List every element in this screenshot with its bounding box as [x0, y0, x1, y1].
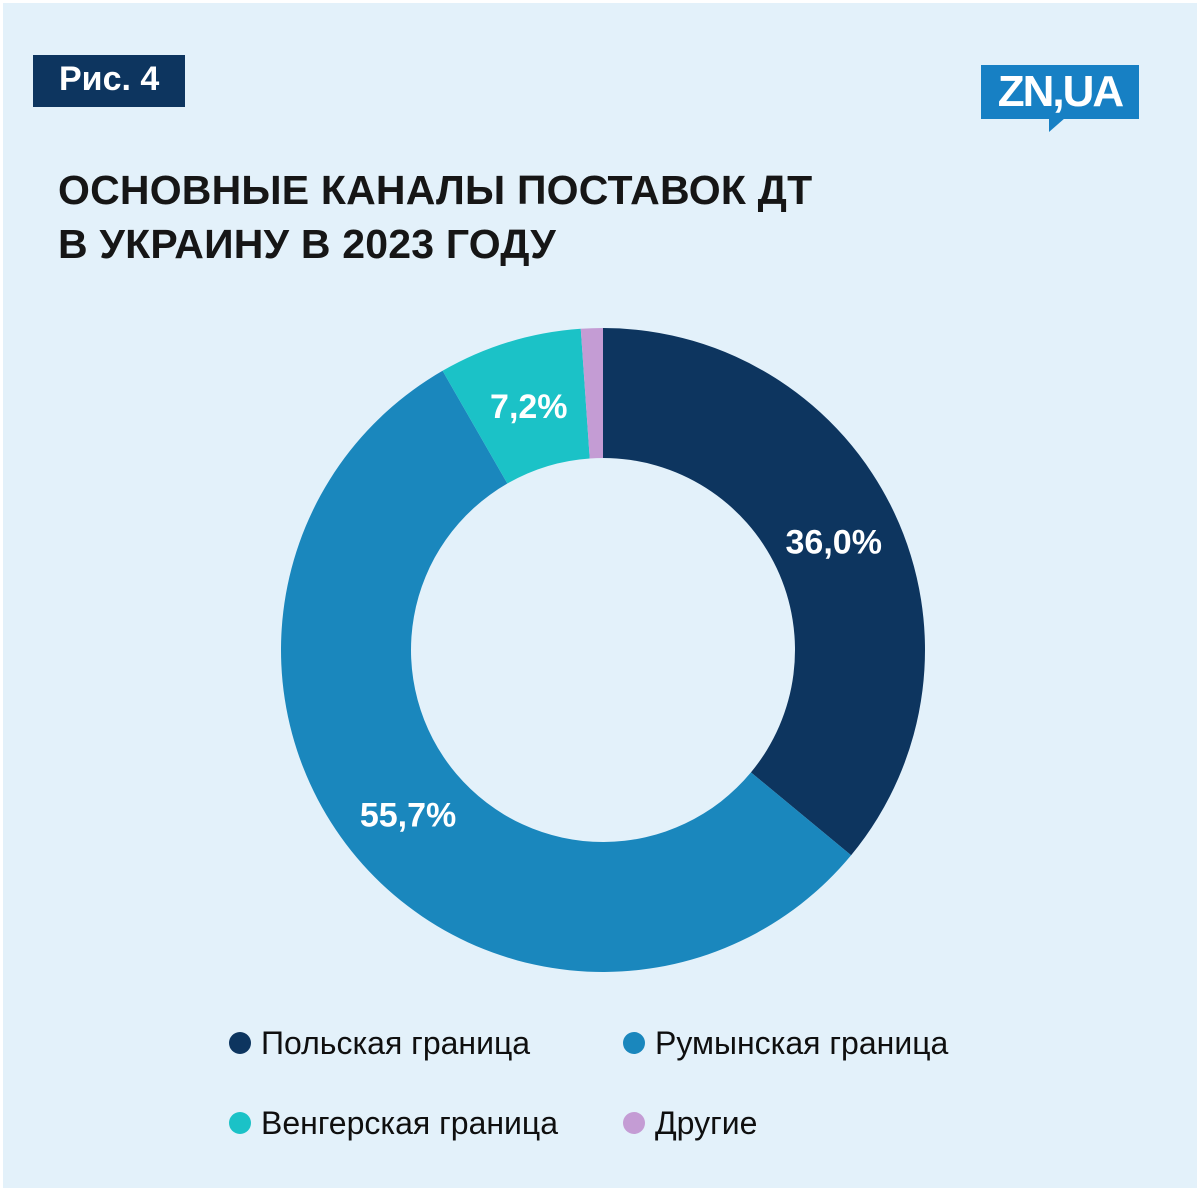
- legend-item-polish-border: Польская граница: [229, 1027, 623, 1059]
- chart-title: ОСНОВНЫЕ КАНАЛЫ ПОСТАВОК ДТ В УКРАИНУ В …: [58, 163, 1197, 271]
- slice-value-label: 7,2%: [490, 388, 568, 426]
- legend-item-romanian-border: Румынская граница: [623, 1027, 1197, 1059]
- legend-item-hungarian-border: Венгерская граница: [229, 1107, 623, 1139]
- znua-logo-text: ZN,UA: [997, 67, 1124, 116]
- legend-label: Венгерская граница: [261, 1105, 559, 1142]
- legend-dot-icon: [623, 1032, 645, 1055]
- header: Рис. 4 ZN,UA: [3, 3, 1197, 132]
- donut-segment-2: [442, 328, 590, 484]
- legend-label: Польская граница: [261, 1025, 531, 1062]
- slice-value-label: 55,7%: [360, 797, 456, 835]
- chart-title-line2: В УКРАИНУ В 2023 ГОДУ: [58, 221, 556, 268]
- donut-segment-3: [580, 328, 603, 459]
- legend-dot-icon: [623, 1112, 645, 1135]
- donut-chart-area: 36,0% 55,7% 7,2%: [3, 315, 1197, 975]
- legend-dot-icon: [229, 1032, 251, 1055]
- donut-chart: 36,0% 55,7% 7,2%: [281, 328, 926, 973]
- chart-legend: Польская граница Румынская граница Венге…: [229, 1027, 1197, 1139]
- donut-segment-1: [281, 371, 852, 973]
- figure-badge: Рис. 4: [33, 55, 186, 107]
- donut-segment-0: [603, 328, 926, 856]
- legend-item-others: Другие: [623, 1107, 1197, 1139]
- slice-value-label: 36,0%: [786, 524, 882, 562]
- znua-logo: ZN,UA: [981, 65, 1139, 132]
- legend-label: Другие: [655, 1105, 758, 1142]
- chart-title-line1: ОСНОВНЫЕ КАНАЛЫ ПОСТАВОК ДТ: [58, 167, 813, 213]
- legend-label: Румынская граница: [655, 1025, 949, 1062]
- legend-dot-icon: [229, 1112, 251, 1135]
- logo-speech-tail-icon: [1049, 118, 1065, 132]
